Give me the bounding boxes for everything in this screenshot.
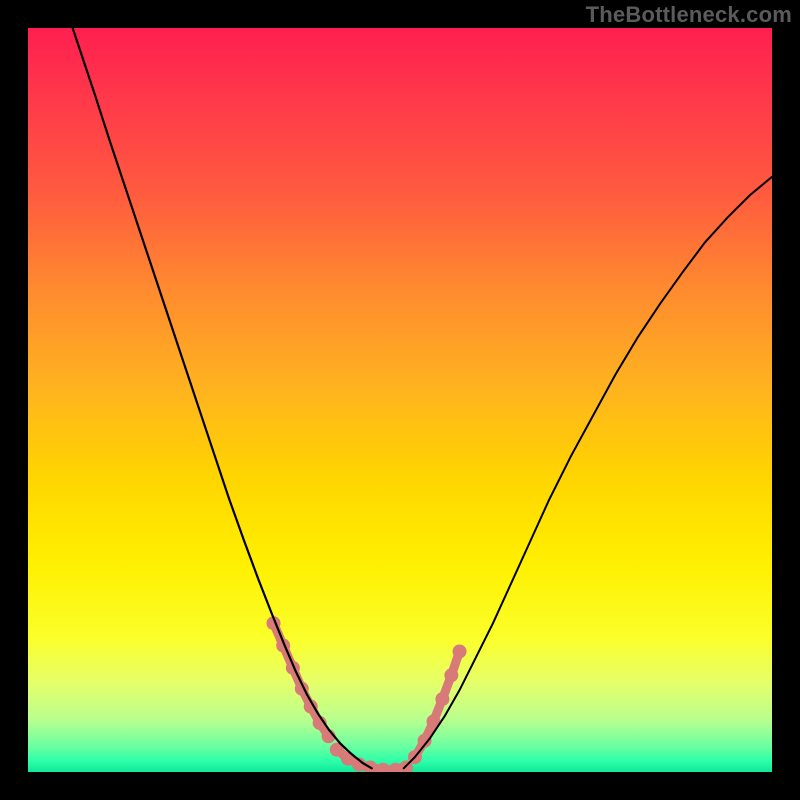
curve-left bbox=[73, 28, 372, 768]
curves-layer bbox=[28, 28, 772, 772]
marker-group bbox=[267, 616, 467, 772]
watermark-text: TheBottleneck.com bbox=[586, 2, 792, 28]
marker-dot bbox=[453, 644, 467, 658]
marker-dot bbox=[376, 763, 390, 772]
marker-dot bbox=[435, 692, 449, 706]
plot-area bbox=[28, 28, 772, 772]
marker-dot bbox=[444, 668, 458, 682]
frame: TheBottleneck.com bbox=[0, 0, 800, 800]
curve-right bbox=[404, 177, 772, 768]
